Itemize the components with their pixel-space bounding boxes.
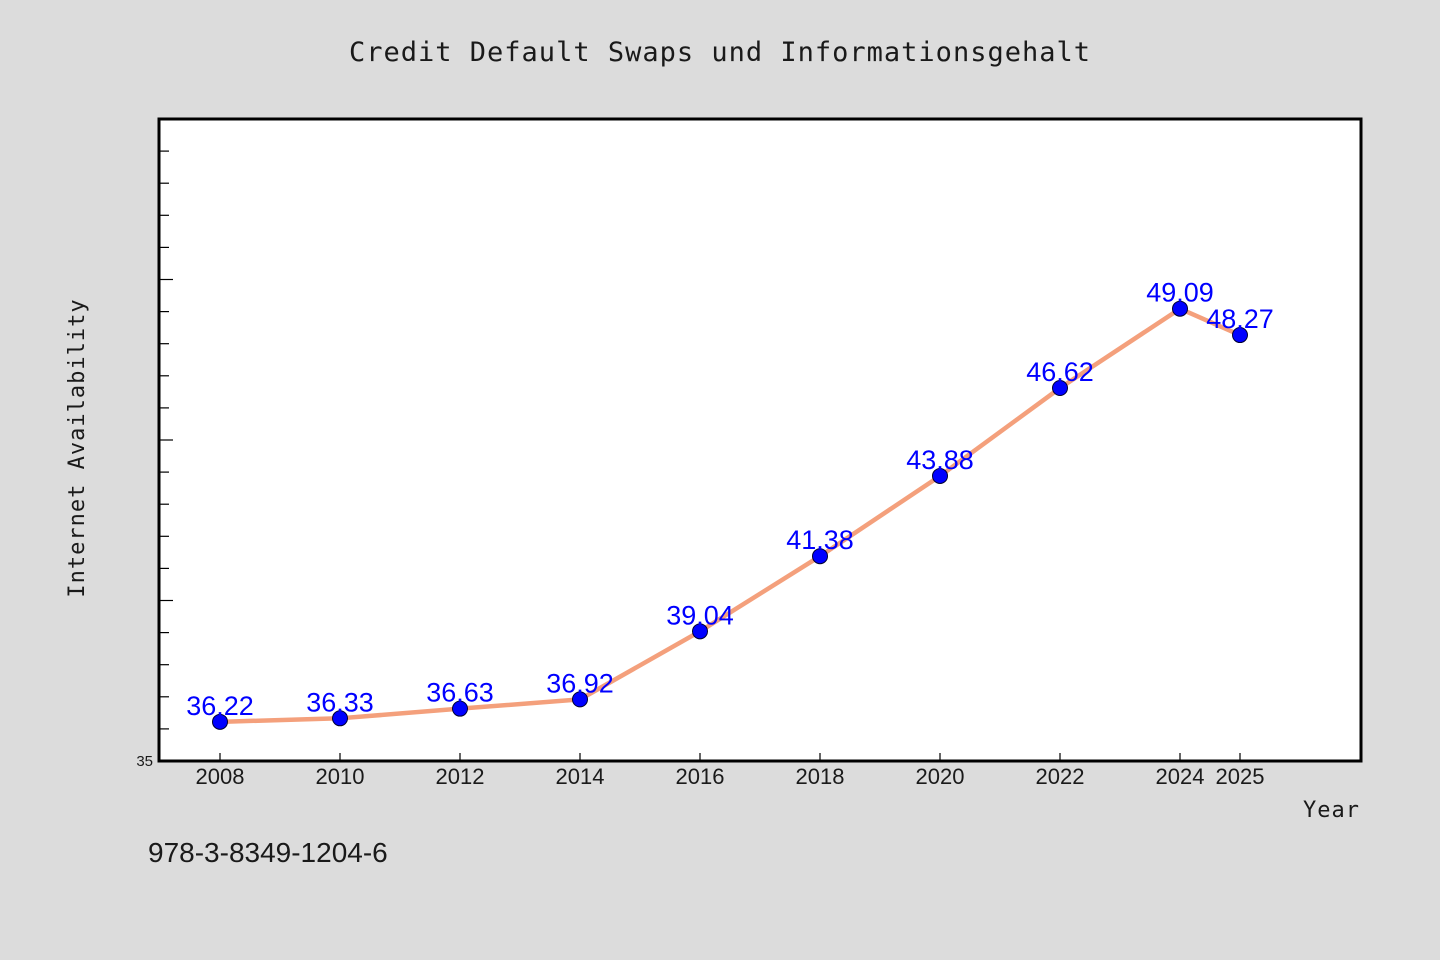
data-point-marker xyxy=(692,623,708,640)
data-label: 36.92 xyxy=(546,668,614,698)
data-point-marker xyxy=(332,710,348,727)
x-tick-label: 2008 xyxy=(196,764,245,789)
data-label: 39.04 xyxy=(666,600,734,630)
series-line xyxy=(217,306,1243,725)
data-label: 43.88 xyxy=(906,445,974,475)
x-tick-label: 2020 xyxy=(916,764,965,789)
x-tick-label: 2016 xyxy=(676,764,725,789)
data-label: 36.22 xyxy=(186,691,254,721)
x-axis-ticks xyxy=(219,753,1241,761)
y-axis-min-label: 35 xyxy=(136,753,153,770)
x-tick-label: 2022 xyxy=(1036,764,1085,789)
x-tick-label: 2012 xyxy=(436,764,485,789)
data-point-marker xyxy=(1232,327,1248,344)
data-label: 36.63 xyxy=(426,678,494,708)
data-labels: 36.22 36.33 36.63 36.92 39.04 41.38 43.88 46.62… xyxy=(186,278,1274,721)
y-axis-ticks xyxy=(159,150,173,730)
y-axis-label: Internet Availability xyxy=(65,298,90,597)
data-point-marker xyxy=(212,713,228,730)
x-tick-label: 2025 xyxy=(1216,764,1265,789)
series-markers xyxy=(212,300,1248,730)
x-tick-label: 2024 xyxy=(1156,764,1205,789)
x-axis-label: Year xyxy=(1303,798,1360,823)
data-point-marker xyxy=(812,548,828,565)
isbn-text: 978-3-8349-1204-6 xyxy=(148,837,388,868)
x-tick-label: 2014 xyxy=(556,764,605,789)
data-label: 48.27 xyxy=(1206,304,1274,334)
x-axis-tick-labels: 2008 2010 2012 2014 2016 2018 2020 2022 2024 2025 xyxy=(196,764,1265,789)
data-point-marker xyxy=(1172,300,1188,317)
data-point-marker xyxy=(932,467,948,484)
data-point-marker xyxy=(572,691,588,708)
x-tick-label: 2010 xyxy=(316,764,365,789)
chart-title: Credit Default Swaps und Informationsgeh… xyxy=(349,37,1091,68)
x-tick-label: 2018 xyxy=(796,764,845,789)
data-point-marker xyxy=(452,700,468,717)
data-label: 46.62 xyxy=(1026,357,1094,387)
data-label: 36.33 xyxy=(306,687,374,717)
data-point-marker xyxy=(1052,379,1068,396)
data-label: 49.09 xyxy=(1146,278,1214,308)
plot-area xyxy=(157,117,1363,763)
data-label: 41.38 xyxy=(786,525,854,555)
